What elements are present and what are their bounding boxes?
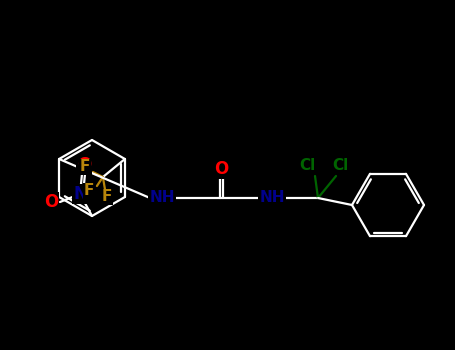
Text: NH: NH [149,190,175,205]
Text: O: O [77,156,91,174]
Text: F: F [84,183,94,198]
Text: F: F [80,160,90,175]
Text: Cl: Cl [332,159,348,174]
Text: F: F [102,189,112,204]
Text: Cl: Cl [299,159,315,174]
Text: N: N [73,185,87,203]
Text: NH: NH [259,190,285,205]
Text: O: O [214,160,228,178]
Text: O: O [44,193,58,211]
